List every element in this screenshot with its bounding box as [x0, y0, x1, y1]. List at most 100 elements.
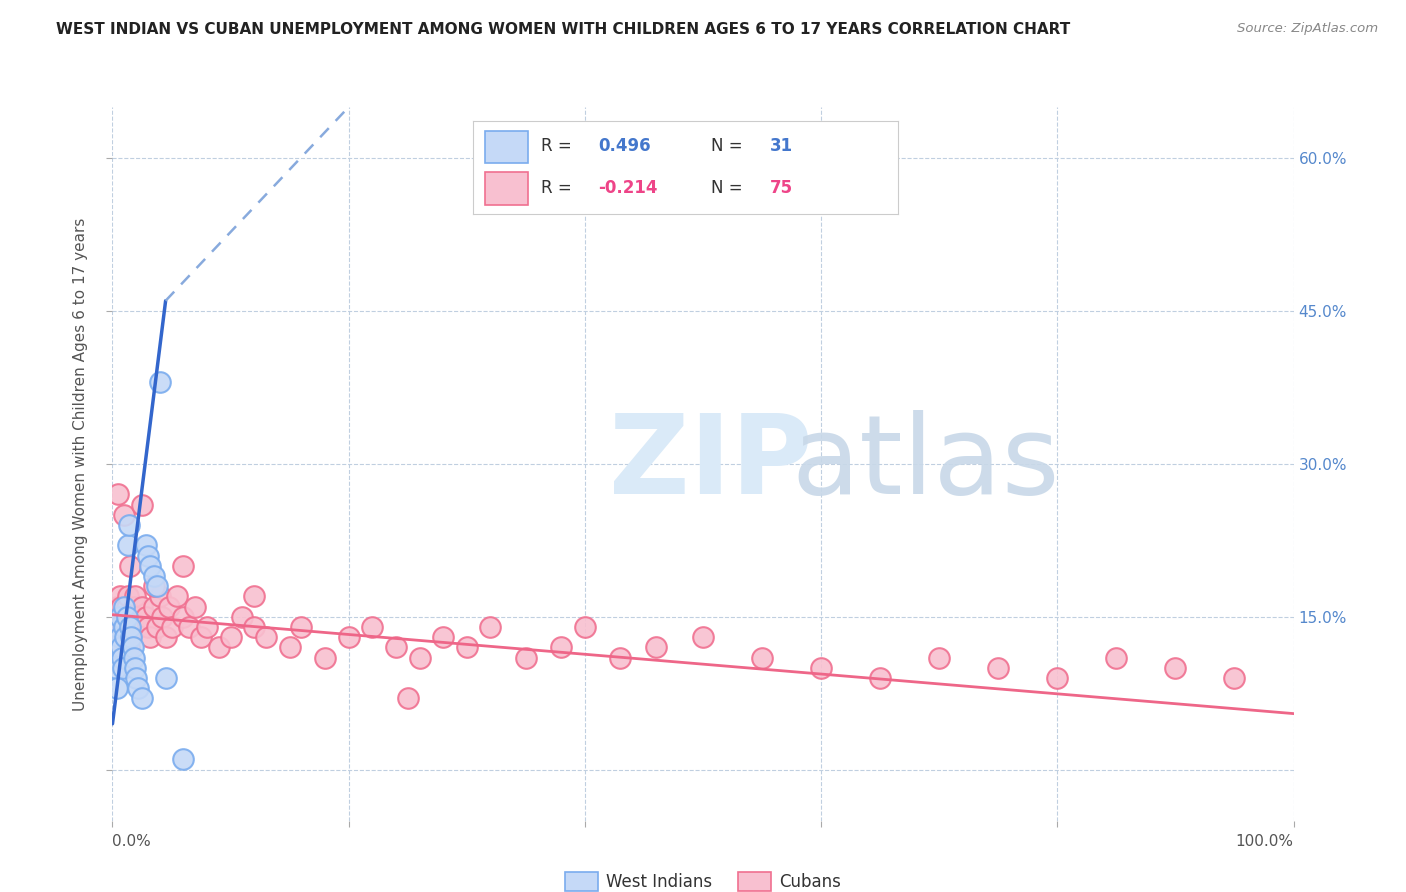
Point [150, 609, 173, 624]
Point [108, 630, 131, 644]
Point [157, 599, 180, 614]
Point [107, 487, 129, 501]
Point [574, 620, 596, 634]
Legend: West Indians, Cubans: West Indians, Cubans [558, 865, 848, 892]
Point [117, 590, 139, 604]
Point [142, 579, 165, 593]
Point [479, 620, 502, 634]
Point [112, 508, 135, 522]
Point [172, 609, 194, 624]
Point [112, 599, 135, 614]
Point [120, 558, 142, 573]
Point [107, 620, 129, 634]
Point [120, 609, 142, 624]
Point [111, 650, 134, 665]
Point [243, 620, 266, 634]
Point [131, 498, 153, 512]
Point [149, 590, 172, 604]
Point [125, 671, 148, 685]
Point [243, 590, 266, 604]
Point [120, 630, 142, 644]
Point [108, 590, 131, 604]
Point [179, 620, 201, 634]
Point [385, 640, 408, 655]
Point [127, 681, 149, 695]
Point [121, 620, 143, 634]
Point [122, 650, 145, 665]
Point [432, 630, 454, 644]
Point [124, 661, 146, 675]
Point [105, 609, 128, 624]
Point [146, 620, 169, 634]
Point [314, 650, 336, 665]
Point [114, 630, 136, 644]
Point [219, 630, 242, 644]
Point [131, 599, 153, 614]
Point [118, 518, 141, 533]
Point [692, 630, 714, 644]
Point [869, 671, 891, 685]
Point [135, 538, 157, 552]
Point [112, 620, 135, 634]
Point [155, 630, 177, 644]
Point [810, 661, 832, 675]
Point [139, 558, 162, 573]
Point [254, 630, 277, 644]
Point [142, 599, 165, 614]
Point [928, 650, 950, 665]
Point [142, 569, 165, 583]
Point [361, 620, 384, 634]
Text: atlas: atlas [792, 410, 1060, 517]
Point [1105, 650, 1128, 665]
Point [124, 590, 146, 604]
Point [337, 630, 360, 644]
Point [396, 691, 419, 706]
Text: 0.0%: 0.0% [112, 834, 152, 849]
Text: 100.0%: 100.0% [1236, 834, 1294, 849]
Point [135, 609, 157, 624]
Text: WEST INDIAN VS CUBAN UNEMPLOYMENT AMONG WOMEN WITH CHILDREN AGES 6 TO 17 YEARS C: WEST INDIAN VS CUBAN UNEMPLOYMENT AMONG … [56, 22, 1070, 37]
Point [122, 599, 145, 614]
Point [644, 640, 666, 655]
Point [125, 609, 148, 624]
Point [120, 620, 142, 634]
Point [115, 609, 138, 624]
Point [1164, 661, 1187, 675]
Text: Source: ZipAtlas.com: Source: ZipAtlas.com [1237, 22, 1378, 36]
Point [114, 609, 136, 624]
Y-axis label: Unemployment Among Women with Children Ages 6 to 17 years: Unemployment Among Women with Children A… [73, 217, 89, 711]
Point [118, 640, 141, 655]
Point [184, 599, 207, 614]
Point [166, 590, 188, 604]
Point [987, 661, 1010, 675]
Point [104, 620, 127, 634]
Point [110, 599, 132, 614]
Point [172, 558, 194, 573]
Point [550, 640, 572, 655]
Point [136, 620, 159, 634]
Point [155, 671, 177, 685]
Point [231, 609, 253, 624]
Point [290, 620, 312, 634]
Point [515, 650, 537, 665]
Point [131, 691, 153, 706]
Point [149, 376, 172, 390]
Point [190, 630, 212, 644]
Point [105, 681, 128, 695]
Point [146, 579, 169, 593]
Point [139, 630, 162, 644]
Point [127, 620, 149, 634]
Point [112, 640, 135, 655]
Point [112, 620, 135, 634]
Text: ZIP: ZIP [609, 410, 811, 517]
Point [1223, 671, 1246, 685]
Point [107, 609, 129, 624]
Point [136, 549, 159, 563]
Point [172, 752, 194, 766]
Point [115, 599, 138, 614]
Point [105, 599, 128, 614]
Point [160, 620, 183, 634]
Point [609, 650, 631, 665]
Point [107, 640, 129, 655]
Point [120, 630, 142, 644]
